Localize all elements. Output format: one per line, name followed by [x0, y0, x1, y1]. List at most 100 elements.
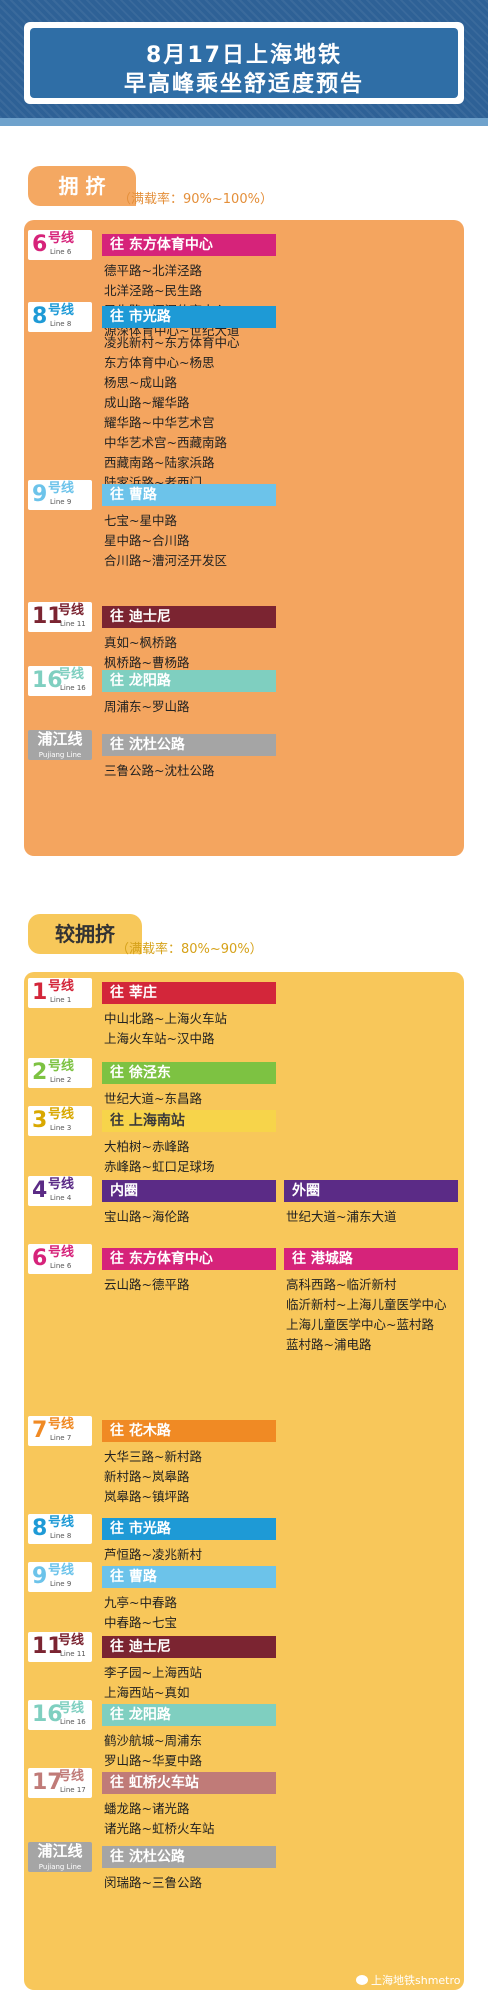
segment-item: 李子园~上海西站 [104, 1665, 202, 1680]
crowded-load-rate: （满载率：90%~100%） [118, 192, 273, 207]
segment-item: 西藏南路~陆家浜路 [104, 455, 215, 470]
segment-item: 北洋泾路~民生路 [104, 283, 202, 298]
line-badge: 7 号线 Line 7 [28, 1416, 92, 1446]
direction-bar: 外圈 [284, 1180, 458, 1202]
line-number: 11 [32, 1634, 63, 1659]
line-label-en: Line 16 [60, 684, 86, 692]
line-label-en: Line 2 [50, 1076, 72, 1084]
direction-bar: 往 龙阳路 [102, 1704, 276, 1726]
segment-item: 星中路~合川路 [104, 533, 190, 548]
line-label-en: Pujiang Line [38, 1863, 82, 1871]
line-label-en: Line 8 [50, 320, 72, 328]
segment-item: 世纪大道~浦东大道 [286, 1209, 397, 1224]
segment-item: 上海儿童医学中心~蓝村路 [286, 1317, 434, 1332]
segment-item: 周浦东~罗山路 [104, 699, 190, 714]
direction-bar: 往 龙阳路 [102, 670, 276, 692]
line-number: 7 [32, 1418, 48, 1443]
line-number: 6 [32, 232, 48, 257]
line-label-en: Line 11 [60, 1650, 86, 1658]
footer-watermark: 上海地铁shmetro [356, 1972, 461, 1988]
line-badge: 4 号线 Line 4 [28, 1176, 92, 1206]
segment-item: 宝山路~海伦路 [104, 1209, 190, 1224]
direction-bar: 往 东方体育中心 [102, 234, 276, 256]
segment-item: 九亭~中春路 [104, 1595, 177, 1610]
line-label-en: Line 6 [50, 248, 72, 256]
line-label-en: Line 8 [50, 1532, 72, 1540]
line-label-cn: 号线 [58, 667, 85, 682]
segment-item: 岚皋路~镇坪路 [104, 1489, 190, 1504]
line-badge: 浦江线 Pujiang Line [28, 730, 92, 760]
footer-logo-text: 上海地铁shmetro [371, 1974, 461, 1987]
line-badge: 6 号线 Line 6 [28, 1244, 92, 1274]
segment-item: 闵瑞路~三鲁公路 [104, 1875, 202, 1890]
segment-item: 云山路~德平路 [104, 1277, 190, 1292]
line-label-en: Line 1 [50, 996, 72, 1004]
less-crowded-load-rate: （满载率：80%~90%） [116, 942, 263, 957]
line-label-cn: 号线 [48, 1059, 75, 1074]
segment-item: 枫桥路~曹杨路 [104, 655, 190, 670]
line-label-cn: 号线 [48, 1515, 75, 1530]
line-label-cn: 号线 [48, 1563, 75, 1578]
line-badge: 8 号线 Line 8 [28, 1514, 92, 1544]
segment-item: 七宝~星中路 [104, 513, 177, 528]
line-label-cn: 号线 [58, 1701, 85, 1716]
line-label-en: Line 9 [50, 1580, 72, 1588]
direction-bar: 往 港城路 [284, 1248, 458, 1270]
line-label-cn: 号线 [48, 303, 75, 318]
line-label-cn: 号线 [48, 231, 75, 246]
direction-bar: 往 沈杜公路 [102, 1846, 276, 1868]
line-badge: 1 号线 Line 1 [28, 978, 92, 1008]
direction-bar: 往 沈杜公路 [102, 734, 276, 756]
line-number: 17 [32, 1770, 63, 1795]
segment-item: 高科西路~临沂新村 [286, 1277, 397, 1292]
segment-item: 中华艺术宫~西藏南路 [104, 435, 227, 450]
line-label-cn: 号线 [48, 1107, 75, 1122]
direction-bar: 往 徐泾东 [102, 1062, 276, 1084]
direction-bar: 往 花木路 [102, 1420, 276, 1442]
line-badge: 17 号线 Line 17 [28, 1768, 92, 1798]
segment-item: 东方体育中心~杨思 [104, 355, 215, 370]
segment-item: 罗山路~华夏中路 [104, 1753, 202, 1768]
segment-item: 蟠龙路~诸光路 [104, 1801, 190, 1816]
line-number: 16 [32, 668, 63, 693]
line-badge: 16 号线 Line 16 [28, 666, 92, 696]
segment-item: 蓝村路~浦电路 [286, 1337, 372, 1352]
line-badge: 9 号线 Line 9 [28, 480, 92, 510]
line-number: 6 [32, 1246, 48, 1271]
direction-bar: 往 曹路 [102, 1566, 276, 1588]
direction-bar: 往 迪士尼 [102, 1636, 276, 1658]
header-bottom-stripe [0, 118, 488, 126]
line-number: 4 [32, 1178, 48, 1203]
segment-item: 成山路~耀华路 [104, 395, 190, 410]
line-number: 11 [32, 604, 63, 629]
line-number: 8 [32, 1516, 48, 1541]
line-badge: 6 号线 Line 6 [28, 230, 92, 260]
segment-item: 上海西站~真如 [104, 1685, 190, 1700]
segment-item: 耀华路~中华艺术宫 [104, 415, 215, 430]
segment-item: 大华三路~新村路 [104, 1449, 202, 1464]
segment-item: 凌兆新村~东方体育中心 [104, 335, 240, 350]
line-number: 8 [32, 304, 48, 329]
segment-item: 中山北路~上海火车站 [104, 1011, 227, 1026]
header-title-line2: 早高峰乘坐舒适度预告 [123, 72, 364, 97]
direction-bar: 往 市光路 [102, 1518, 276, 1540]
less-crowded-section-title: 较拥挤 [28, 914, 142, 954]
header-title-inner: 8月17日上海地铁 早高峰乘坐舒适度预告 [30, 28, 458, 98]
line-label-en: Line 9 [50, 498, 72, 506]
line-label-cn: 号线 [48, 1245, 75, 1260]
line-number: 9 [32, 482, 48, 507]
segment-item: 芦恒路~凌兆新村 [104, 1547, 202, 1562]
line-badge: 11 号线 Line 11 [28, 602, 92, 632]
line-badge: 11 号线 Line 11 [28, 1632, 92, 1662]
direction-bar: 往 上海南站 [102, 1110, 276, 1132]
direction-bar: 往 东方体育中心 [102, 1248, 276, 1270]
segment-item: 德平路~北洋泾路 [104, 263, 202, 278]
crowded-section-title: 拥 挤 [28, 166, 136, 206]
line-badge: 8 号线 Line 8 [28, 302, 92, 332]
line-label-cn: 号线 [58, 1769, 85, 1784]
segment-item: 中春路~七宝 [104, 1615, 177, 1630]
line-number: 1 [32, 980, 48, 1005]
segment-item: 诸光路~虹桥火车站 [104, 1821, 215, 1836]
line-number: 16 [32, 1702, 63, 1727]
